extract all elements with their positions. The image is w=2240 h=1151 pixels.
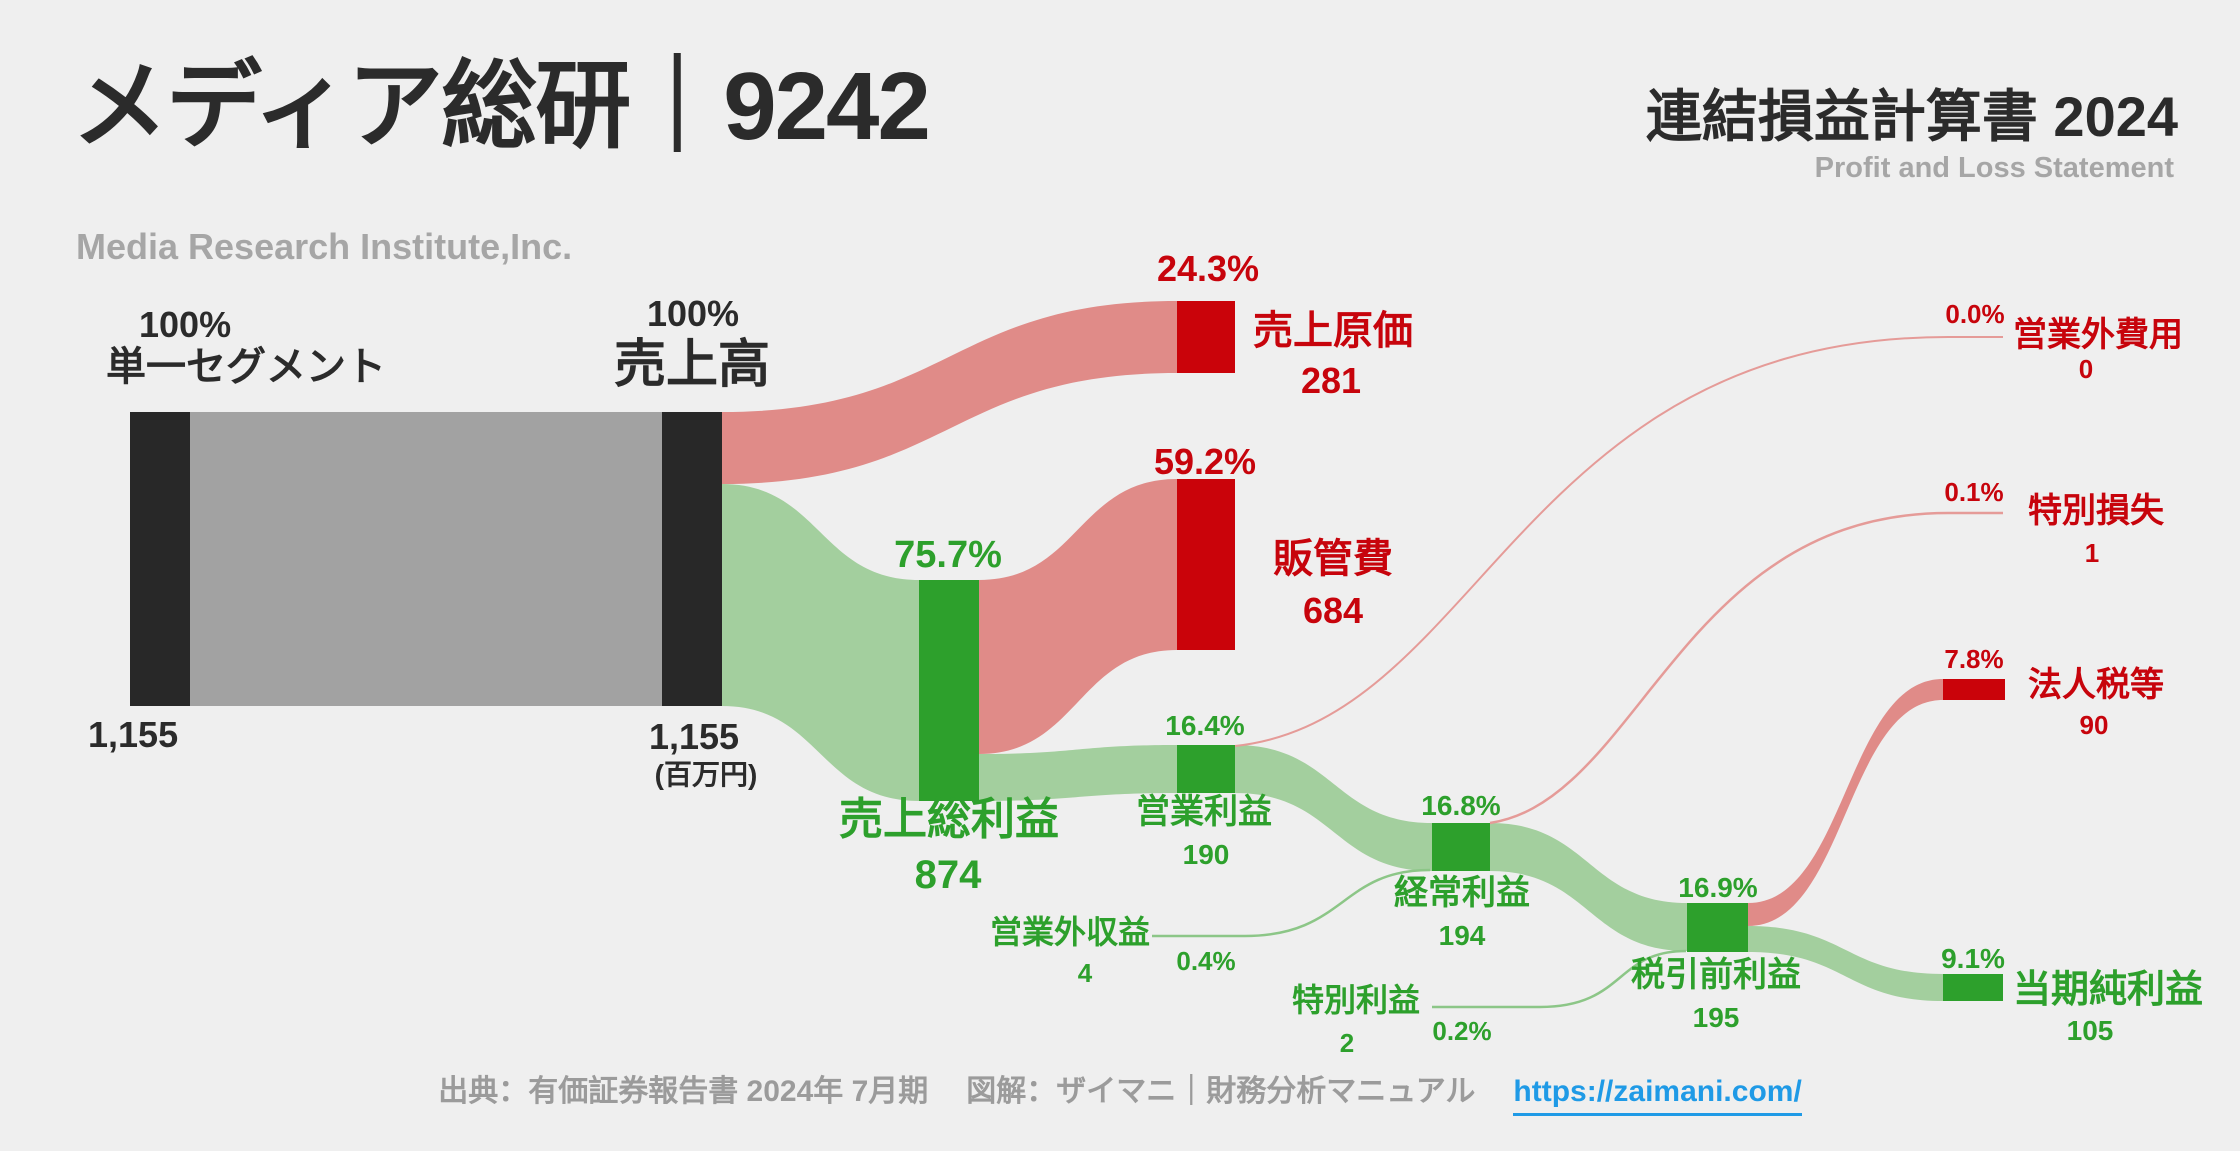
flow-gross-profit-to-operating-profit [979,745,1177,801]
special-gains-value: 2 [1339,1028,1355,1058]
node-ordinary-profit [1432,823,1490,871]
cogs-percent: 24.3% [1156,248,1260,289]
flow-special-gains-to-pretax-profit [1432,949,1687,1009]
sales-percent: 100% [646,293,740,334]
non-op-income-percent: 0.4% [1176,946,1236,976]
pretax-profit-name: 税引前利益 [1631,956,1801,994]
pretax-profit-percent: 16.9% [1678,872,1758,903]
report-title: 連結損益計算書 2024 [1645,85,2178,148]
special-losses-percent: 0.1% [1944,477,2004,507]
net-profit-value: 105 [2066,1015,2114,1046]
node-operating-profit [1177,745,1235,793]
footer-credit: 図解：ザイマニ｜財務分析マニュアル [966,1075,1476,1108]
report-subtitle: Profit and Loss Statement [1814,152,2174,184]
page-title: メディア総研｜9242 [72,53,931,160]
flow-operating-profit-to-ordinary-profit [1235,745,1432,871]
ordinary-profit-name: 経常利益 [1394,874,1530,912]
gross-profit-percent: 75.7% [894,534,1002,576]
node-sales [662,412,722,706]
non-op-income-value: 4 [1077,958,1093,988]
operating-profit-value: 190 [1182,839,1230,870]
non-op-expense-name: 営業外費用 [2013,316,2183,354]
node-gross-profit [919,580,979,801]
node-income-taxes [1943,679,2005,700]
node-segment [130,412,190,706]
cogs-value: 281 [1300,360,1362,401]
income-taxes-name: 法人税等 [2028,666,2164,704]
zaimani-link[interactable]: https://zaimani.com/ [1513,1075,1802,1116]
footer-source: 出典：有価証券報告書 2024年 7月期 [438,1075,929,1108]
operating-profit-name: 営業利益 [1136,793,1272,831]
sales-value: 1,155 [648,716,740,757]
sales-unit: (百万円) [654,759,758,790]
flow-ordinary-profit-to-special-losses [1489,511,2003,825]
sga-name: 販管費 [1273,537,1393,581]
special-losses-value: 1 [2084,538,2100,568]
flow-sales-to-gross-profit [722,484,919,801]
sga-percent: 59.2% [1153,441,1257,482]
net-profit-name: 当期純利益 [2013,969,2204,1011]
node-sga [1177,479,1235,650]
segment-percent: 100% [139,304,232,345]
segment-value: 1,155 [88,714,179,755]
special-gains-percent: 0.2% [1432,1016,1492,1046]
gross-profit-name: 売上総利益 [839,795,1059,844]
flow-pretax-profit-to-net-profit [1748,926,1943,1001]
net-profit-percent: 9.1% [1941,943,2005,974]
node-pretax-profit [1687,903,1748,952]
node-cogs [1177,301,1235,373]
node-net-profit [1943,974,2003,1001]
ordinary-profit-value: 194 [1438,920,1486,951]
flow-pretax-profit-to-income-taxes [1748,679,1943,926]
non-op-income-name: 営業外収益 [989,914,1150,950]
pretax-profit-value: 195 [1692,1002,1740,1033]
flow-non-op-income-to-ordinary-profit [1152,868,1431,938]
page-subtitle: Media Research Institute,Inc. [76,226,573,267]
operating-profit-percent: 16.4% [1165,710,1245,741]
ordinary-profit-percent: 16.8% [1421,790,1501,821]
flow-gross-profit-to-sga [979,479,1177,754]
flow-sales-to-cogs [722,301,1177,484]
flow-segment-to-sales [190,412,662,706]
special-losses-name: 特別損失 [2028,492,2164,530]
segment-name: 単一セグメント [106,345,386,389]
footer: 出典：有価証券報告書 2024年 7月期 図解：ザイマニ｜財務分析マニュアル h… [0,1066,2240,1116]
cogs-name: 売上原価 [1253,309,1413,353]
gross-profit-value: 874 [914,853,982,897]
income-taxes-percent: 7.8% [1944,644,2004,674]
non-op-expense-value: 0 [2078,354,2094,384]
special-gains-name: 特別利益 [1291,982,1420,1018]
sga-value: 684 [1302,590,1364,631]
income-taxes-value: 90 [2079,710,2109,740]
flow-operating-profit-to-non-op-expense [1234,336,2003,747]
sales-name: 売上高 [613,336,771,394]
flow-ordinary-profit-to-pretax-profit [1490,823,1687,951]
non-op-expense-percent: 0.0% [1945,299,2005,329]
